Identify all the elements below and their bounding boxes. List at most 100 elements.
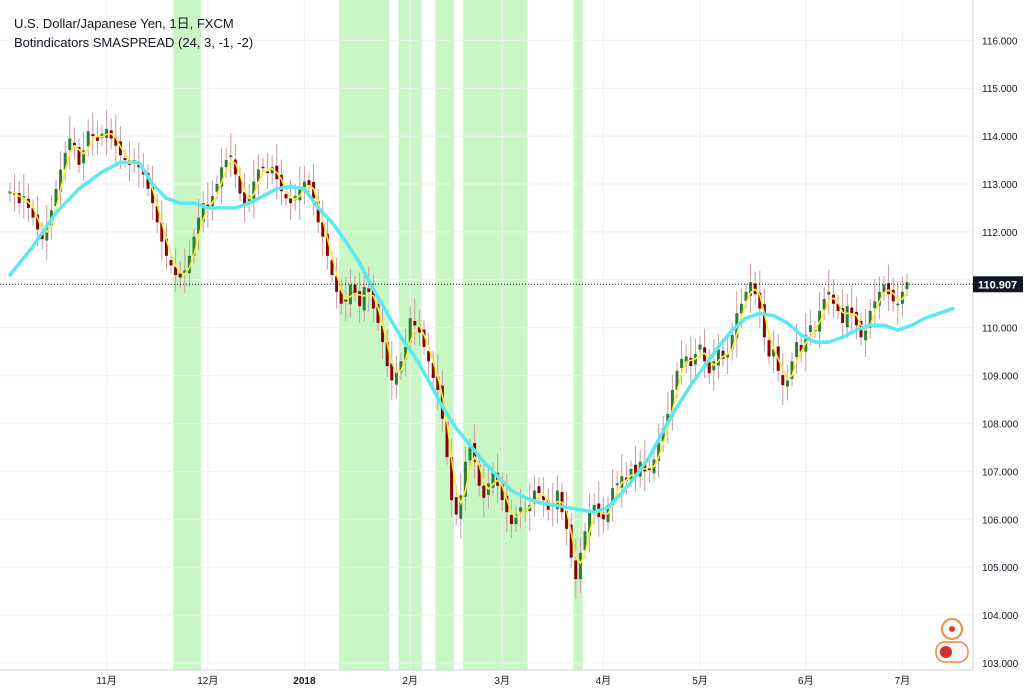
candle-body[interactable] <box>114 137 118 146</box>
candle-body[interactable] <box>431 362 435 378</box>
candle-body[interactable] <box>348 284 352 305</box>
candle-body[interactable] <box>233 159 237 175</box>
candle-body[interactable] <box>187 255 191 274</box>
candle-body[interactable] <box>744 291 748 301</box>
candle-body[interactable] <box>868 310 872 328</box>
candle-body[interactable] <box>689 357 693 367</box>
candle-body[interactable] <box>854 311 858 326</box>
candle-body[interactable] <box>123 158 127 161</box>
candle-body[interactable] <box>270 167 274 174</box>
candle-body[interactable] <box>882 284 886 294</box>
candle-body[interactable] <box>634 464 638 474</box>
candle-body[interactable] <box>178 273 182 278</box>
candle-body[interactable] <box>707 361 711 374</box>
candle-body[interactable] <box>569 524 573 558</box>
candle-body[interactable] <box>36 214 40 230</box>
candle-body[interactable] <box>381 325 385 343</box>
candle-body[interactable] <box>675 370 679 390</box>
candle-body[interactable] <box>537 486 541 493</box>
candle-body[interactable] <box>440 385 444 419</box>
candle-body[interactable] <box>100 133 104 139</box>
candle-body[interactable] <box>215 184 219 192</box>
candle-body[interactable] <box>836 303 840 311</box>
candle-body[interactable] <box>86 131 90 147</box>
candle-body[interactable] <box>873 301 877 309</box>
candle-body[interactable] <box>730 334 734 350</box>
candle-body[interactable] <box>77 147 81 165</box>
candle-body[interactable] <box>542 495 546 501</box>
candle-body[interactable] <box>799 344 803 352</box>
candle-body[interactable] <box>192 236 196 256</box>
candle-body[interactable] <box>887 283 891 295</box>
candle-body[interactable] <box>845 306 849 328</box>
candle-body[interactable] <box>795 342 799 357</box>
candle-body[interactable] <box>390 363 394 381</box>
candle-body[interactable] <box>31 207 35 218</box>
candle-body[interactable] <box>422 329 426 347</box>
candle-body[interactable] <box>450 457 454 501</box>
candle-body[interactable] <box>459 495 463 519</box>
candle-body[interactable] <box>146 172 150 189</box>
candle-body[interactable] <box>118 141 122 156</box>
candle-body[interactable] <box>385 342 389 367</box>
candle-body[interactable] <box>229 155 233 158</box>
candle-body[interactable] <box>643 461 647 472</box>
candle-body[interactable] <box>224 160 228 168</box>
candle-body[interactable] <box>404 346 408 360</box>
candle-body[interactable] <box>72 142 76 146</box>
candle-body[interactable] <box>670 389 674 417</box>
candle-body[interactable] <box>578 552 582 580</box>
candle-body[interactable] <box>399 361 403 373</box>
candle-body[interactable] <box>40 233 44 240</box>
candle-body[interactable] <box>417 325 421 333</box>
candle-body[interactable] <box>243 192 247 206</box>
candle-body[interactable] <box>279 174 283 192</box>
candle-body[interactable] <box>376 304 380 323</box>
candle-body[interactable] <box>289 198 293 204</box>
candle-body[interactable] <box>657 442 661 461</box>
candle-body[interactable] <box>59 169 63 192</box>
candle-body[interactable] <box>316 201 320 223</box>
candle-body[interactable] <box>454 497 458 515</box>
candle-body[interactable] <box>367 288 371 292</box>
candle-body[interactable] <box>629 469 633 480</box>
candle-body[interactable] <box>555 490 559 510</box>
candle-body[interactable] <box>877 291 881 306</box>
candle-body[interactable] <box>105 128 109 139</box>
candle-body[interactable] <box>500 484 504 501</box>
candle-body[interactable] <box>583 531 587 550</box>
candle-body[interactable] <box>726 354 730 358</box>
candle-body[interactable] <box>592 504 596 514</box>
candle-body[interactable] <box>183 270 187 274</box>
candle-body[interactable] <box>532 490 536 504</box>
candle-body[interactable] <box>772 349 776 357</box>
candle-body[interactable] <box>790 361 794 379</box>
candle-body[interactable] <box>45 227 49 241</box>
candle-body[interactable] <box>256 169 260 182</box>
candle-body[interactable] <box>850 307 854 314</box>
candle-body[interactable] <box>785 380 789 387</box>
candle-body[interactable] <box>321 222 325 237</box>
candle-body[interactable] <box>565 510 569 529</box>
candle-body[interactable] <box>749 282 753 297</box>
candle-body[interactable] <box>201 203 205 222</box>
candle-body[interactable] <box>647 468 651 471</box>
candle-body[interactable] <box>17 193 21 204</box>
candle-body[interactable] <box>394 370 398 385</box>
candle-body[interactable] <box>169 260 173 266</box>
candle-body[interactable] <box>63 152 67 170</box>
candle-body[interactable] <box>841 308 845 323</box>
candle-body[interactable] <box>519 507 523 512</box>
candle-body[interactable] <box>808 325 812 333</box>
candle-body[interactable] <box>445 421 449 458</box>
candle-body[interactable] <box>160 222 164 242</box>
candle-body[interactable] <box>261 166 265 169</box>
candle-body[interactable] <box>54 188 58 207</box>
candle-body[interactable] <box>588 512 592 536</box>
candle-body[interactable] <box>891 289 895 302</box>
candle-body[interactable] <box>339 290 343 304</box>
candle-body[interactable] <box>220 167 224 187</box>
candle-body[interactable] <box>896 303 900 306</box>
candle-body[interactable] <box>238 175 242 194</box>
